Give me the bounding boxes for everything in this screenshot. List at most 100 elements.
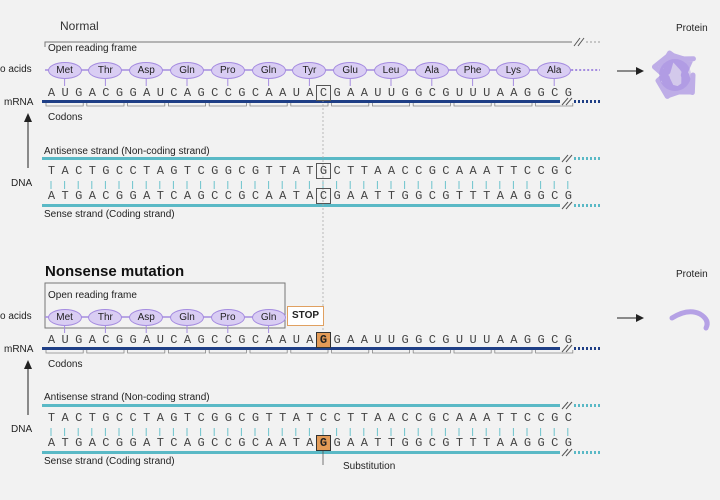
orf-break-mark bbox=[573, 37, 585, 47]
base: G bbox=[333, 436, 341, 450]
substitution-label: Substitution bbox=[343, 461, 396, 472]
base: A bbox=[279, 189, 287, 203]
base: T bbox=[483, 189, 491, 203]
strand-bar bbox=[42, 451, 560, 454]
base: C bbox=[211, 436, 219, 450]
amino-acid: Phe bbox=[455, 62, 490, 79]
base: G bbox=[238, 333, 246, 347]
base: U bbox=[292, 86, 300, 100]
base: G bbox=[523, 333, 532, 347]
codon-bracket bbox=[168, 103, 206, 107]
transcription-arrowhead bbox=[24, 113, 32, 122]
normal-mrna-label: mRNA bbox=[4, 97, 34, 108]
base: G bbox=[564, 189, 572, 203]
translation-arrowhead bbox=[636, 67, 644, 75]
base: T bbox=[292, 436, 300, 450]
base: A bbox=[183, 189, 192, 203]
base: A bbox=[47, 86, 56, 100]
base: C bbox=[523, 411, 532, 425]
amino-acid: Thr bbox=[88, 309, 123, 326]
base: G bbox=[129, 436, 137, 450]
base: T bbox=[455, 436, 464, 450]
mutation-title: Nonsense mutation bbox=[45, 263, 185, 280]
base: C bbox=[415, 411, 423, 425]
base: C bbox=[129, 411, 137, 425]
base: G bbox=[75, 436, 83, 450]
base: A bbox=[47, 333, 56, 347]
base: G bbox=[415, 436, 423, 450]
base: G bbox=[102, 164, 110, 178]
codon-bracket bbox=[127, 103, 166, 107]
base: A bbox=[265, 86, 273, 100]
base: T bbox=[47, 411, 56, 425]
base: A bbox=[143, 86, 151, 100]
amino-acid: Gln bbox=[251, 309, 286, 326]
base: A bbox=[88, 189, 96, 203]
base: G bbox=[197, 333, 205, 347]
base: C bbox=[537, 164, 545, 178]
base: U bbox=[374, 333, 382, 347]
base: T bbox=[183, 411, 192, 425]
codon-bracket bbox=[412, 103, 451, 107]
amino-acid: Gln bbox=[251, 62, 286, 79]
base: G bbox=[224, 164, 232, 178]
base: C bbox=[551, 436, 559, 450]
base: A bbox=[156, 164, 164, 178]
base: C bbox=[197, 164, 205, 178]
codon-bracket bbox=[208, 350, 247, 354]
base: A bbox=[496, 86, 504, 100]
base: G bbox=[129, 189, 137, 203]
base: T bbox=[143, 164, 151, 178]
codon-bracket bbox=[168, 350, 206, 354]
base: T bbox=[88, 164, 96, 178]
base: C bbox=[211, 86, 219, 100]
codon-bracket bbox=[290, 350, 329, 354]
base: G bbox=[115, 333, 124, 347]
codon-bracket bbox=[372, 350, 410, 354]
base: A bbox=[374, 411, 382, 425]
strand-bar bbox=[42, 404, 560, 407]
base: C bbox=[428, 189, 436, 203]
folded-protein bbox=[651, 50, 696, 99]
amino-acid: Ala bbox=[414, 62, 449, 79]
base: G bbox=[316, 163, 331, 179]
base: A bbox=[61, 411, 69, 425]
normal-antisense-label: Antisense strand (Non-coding strand) bbox=[44, 146, 210, 157]
base: C bbox=[238, 411, 246, 425]
base: G bbox=[523, 86, 532, 100]
base: C bbox=[224, 333, 232, 347]
codon-bracket bbox=[494, 350, 533, 354]
orf-bracket bbox=[44, 41, 572, 47]
amino-acid: Gln bbox=[170, 62, 204, 79]
base: T bbox=[510, 164, 518, 178]
base: G bbox=[333, 333, 341, 347]
base: T bbox=[156, 436, 164, 450]
codon-bracket bbox=[453, 350, 492, 354]
break-mark bbox=[561, 448, 573, 457]
base: A bbox=[455, 411, 464, 425]
transcription-arrowhead bbox=[24, 360, 32, 369]
base: G bbox=[523, 189, 532, 203]
codon-bracket bbox=[127, 350, 166, 354]
base: A bbox=[292, 164, 300, 178]
base: A bbox=[183, 86, 192, 100]
base: U bbox=[156, 86, 164, 100]
normal-codons-label: Codons bbox=[48, 112, 83, 123]
base: C bbox=[224, 189, 232, 203]
base: G bbox=[224, 411, 232, 425]
codon-bracket bbox=[372, 103, 410, 107]
base: C bbox=[316, 188, 331, 204]
codon-bracket bbox=[412, 350, 451, 354]
base: T bbox=[360, 411, 368, 425]
amino-acid: Ala bbox=[537, 62, 572, 79]
base: C bbox=[401, 164, 409, 178]
base: C bbox=[428, 86, 436, 100]
base: T bbox=[387, 189, 396, 203]
base: U bbox=[455, 333, 464, 347]
base: G bbox=[442, 86, 450, 100]
base: T bbox=[374, 436, 382, 450]
base: C bbox=[401, 411, 409, 425]
base: C bbox=[238, 164, 246, 178]
base: T bbox=[347, 411, 355, 425]
base: T bbox=[156, 189, 164, 203]
